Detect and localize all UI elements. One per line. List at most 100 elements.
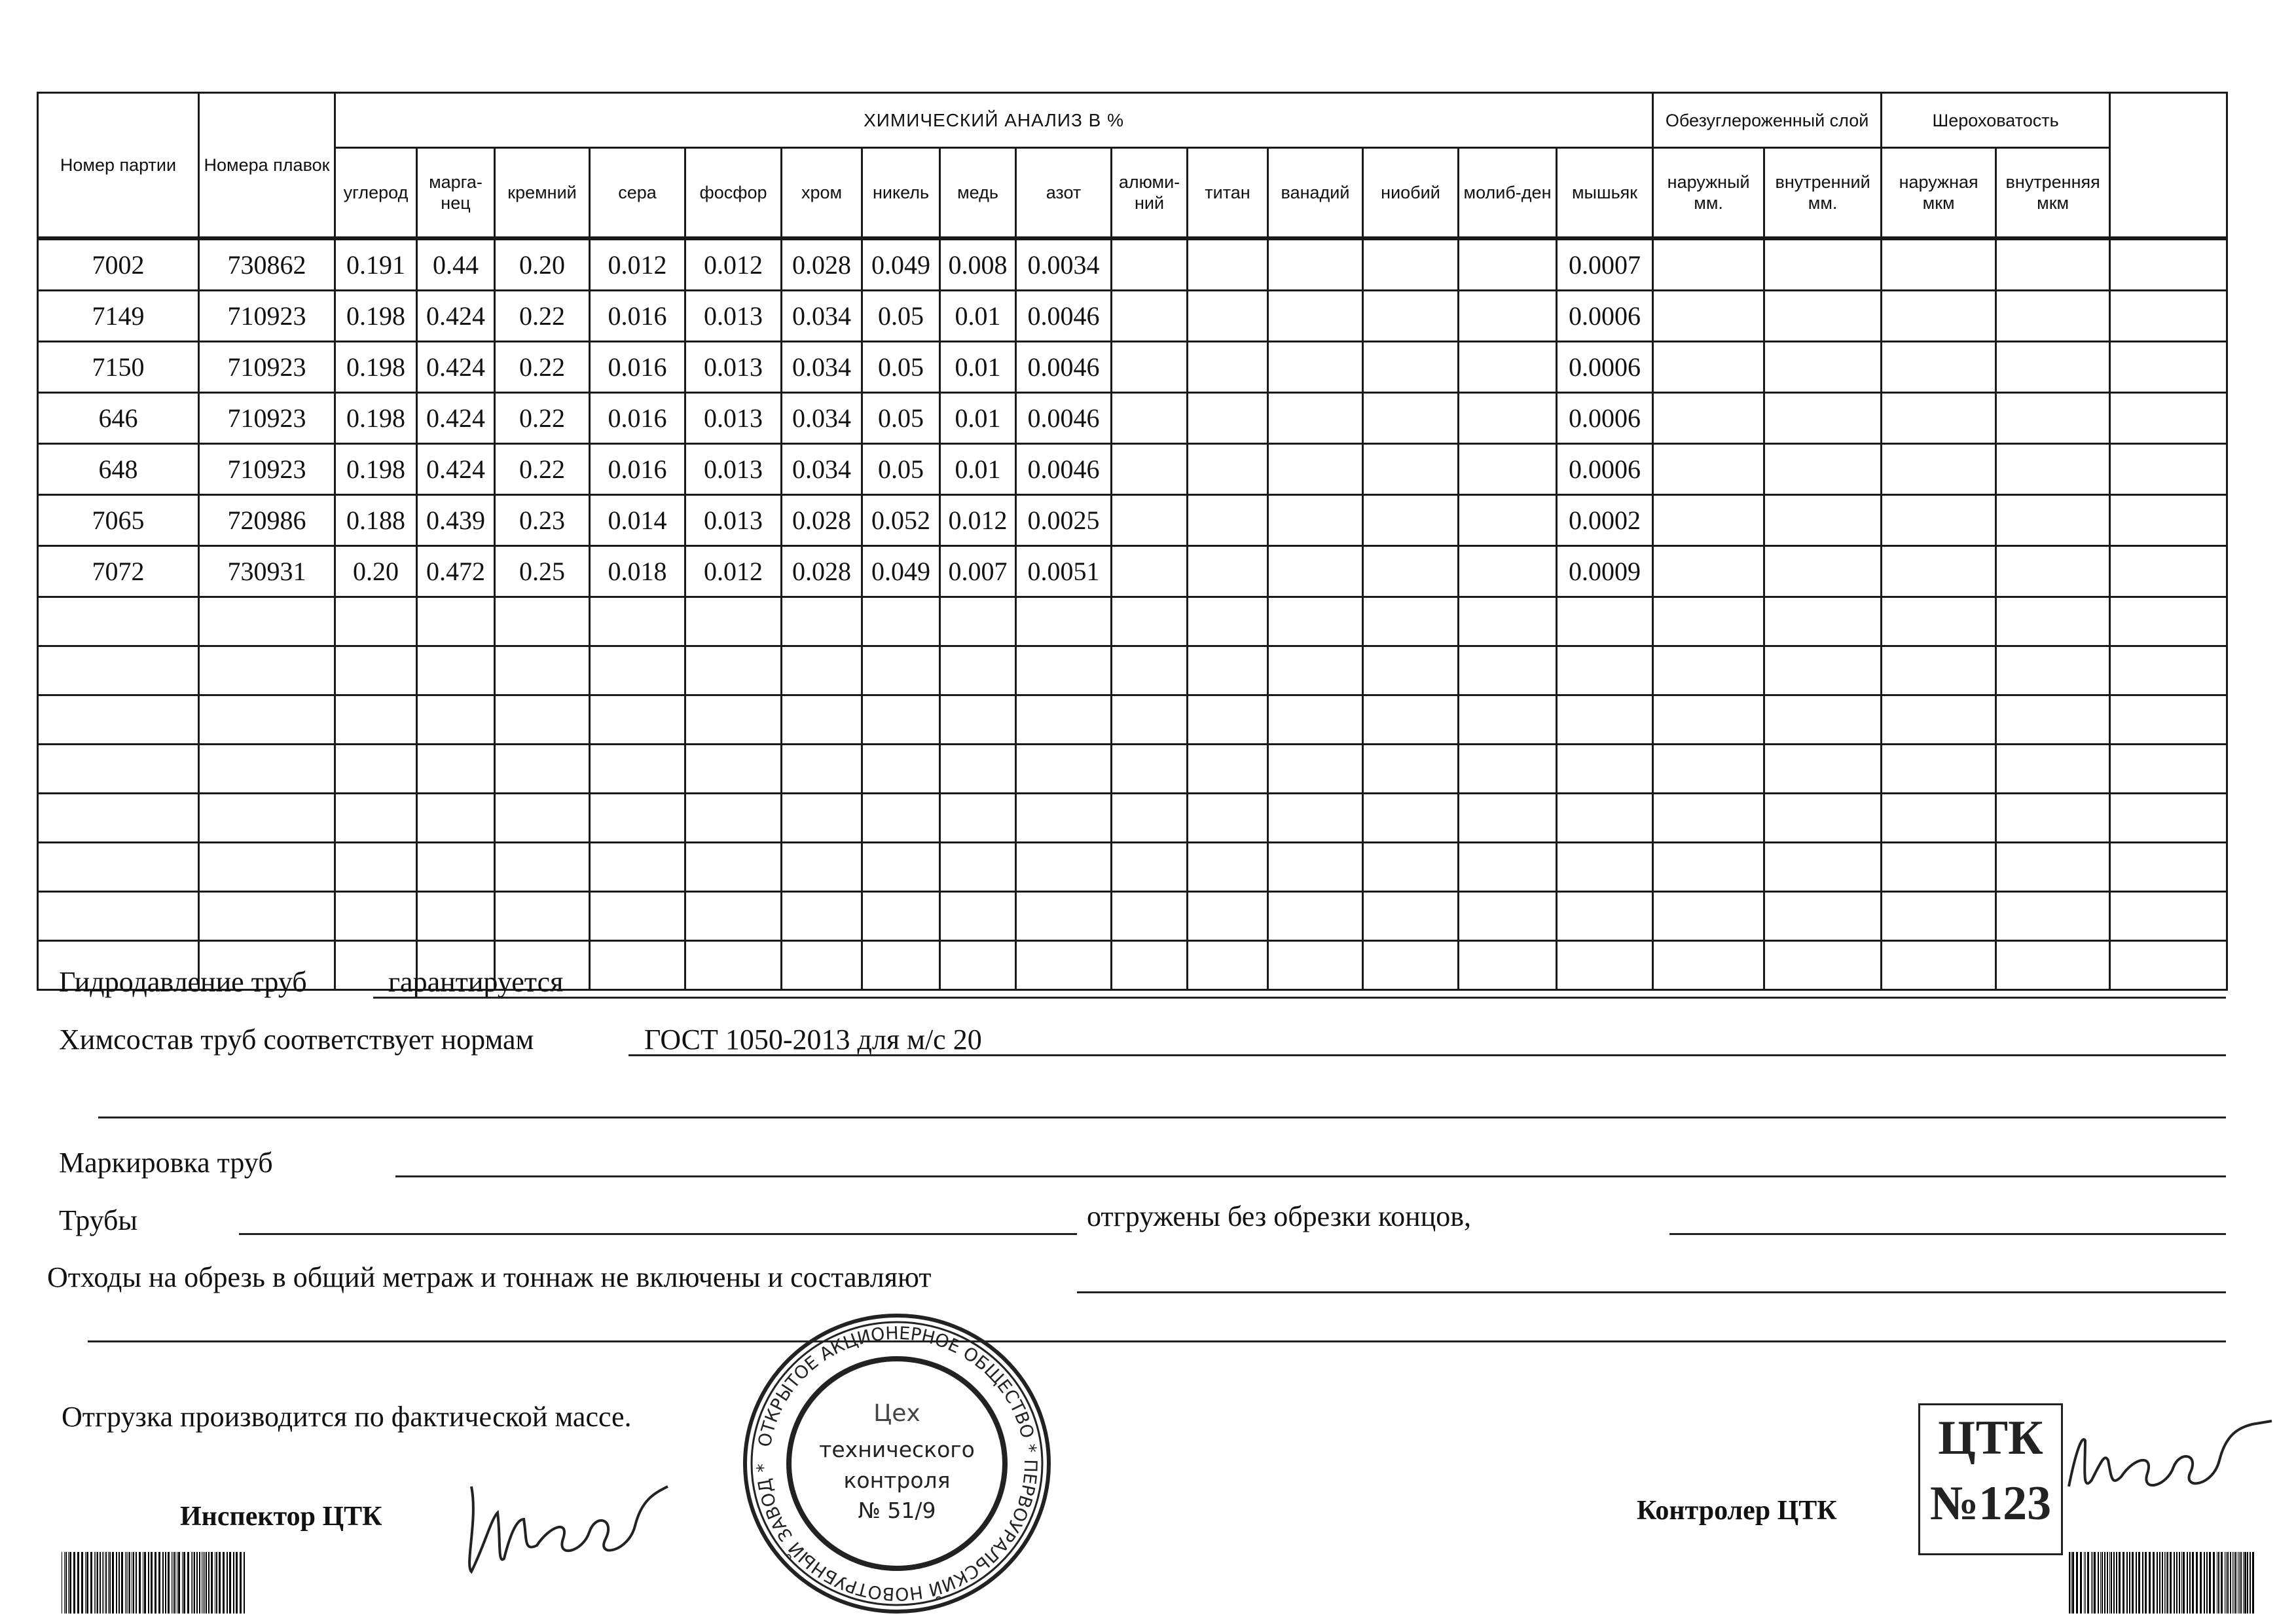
chem-value: 0.0006: [1555, 289, 1654, 342]
empty-cell: [2109, 939, 2229, 991]
empty-cell: [1763, 391, 1883, 445]
header-chem-0: углерод: [334, 147, 418, 240]
chem-value: [1362, 340, 1459, 394]
barcode-bar: [2119, 1552, 2121, 1614]
empty-cell: [939, 792, 1017, 843]
blank-line: [98, 1116, 2226, 1118]
barcode-bar: [2126, 1552, 2128, 1614]
chem-value: [1362, 289, 1459, 342]
chem-value: 0.424: [416, 340, 496, 394]
empty-cell: [494, 743, 591, 794]
header-melt-numbers: Номера плавок: [198, 92, 336, 240]
empty-cell: [1763, 939, 1883, 991]
empty-cell: [2109, 493, 2229, 547]
barcode-bar: [194, 1552, 195, 1614]
barcode-bar: [2129, 1552, 2130, 1614]
empty-cell: [1110, 644, 1188, 696]
empty-cell: [1267, 939, 1364, 991]
chem-value: 0.013: [684, 391, 782, 445]
chem-value: 0.013: [684, 493, 782, 547]
empty-cell: [684, 743, 782, 794]
empty-cell: [1186, 939, 1269, 991]
party-number: 646: [37, 391, 200, 445]
empty-cell: [1652, 792, 1766, 843]
empty-row: [37, 890, 2229, 942]
empty-cell: [1652, 644, 1766, 696]
chem-value: 0.034: [780, 442, 863, 496]
empty-cell: [198, 644, 336, 696]
empty-cell: [1652, 595, 1766, 647]
party-number: 7002: [37, 237, 200, 291]
empty-cell: [198, 841, 336, 893]
empty-cell: [1763, 493, 1883, 547]
barcode-bar: [208, 1552, 210, 1614]
chem-value: 0.05: [861, 340, 941, 394]
svg-text:ОТКРЫТОЕ АКЦИОНЕРНОЕ ОБЩЕСТВО: ОТКРЫТОЕ АКЦИОНЕРНОЕ ОБЩЕСТВО * ПЕРВОУРА…: [754, 1323, 1040, 1604]
empty-cell: [684, 939, 782, 991]
chem-value: [1186, 391, 1269, 445]
empty-cell: [939, 841, 1017, 893]
seal-line-1: Цех: [873, 1400, 920, 1427]
empty-cell: [1555, 693, 1654, 745]
shipped-underline: [1669, 1233, 2226, 1235]
empty-cell: [416, 890, 496, 942]
empty-cell: [780, 595, 863, 647]
empty-cell: [780, 693, 863, 745]
barcode-bar: [2149, 1552, 2151, 1614]
empty-cell: [1362, 743, 1459, 794]
header-chem-6: никель: [861, 147, 941, 240]
barcode-bar: [90, 1552, 92, 1614]
chem-value: 0.016: [589, 391, 686, 445]
barcode-bar: [2100, 1552, 2101, 1614]
chem-value: [1186, 544, 1269, 598]
barcode-bar: [2132, 1552, 2134, 1614]
empty-cell: [1995, 743, 2111, 794]
chem-value: [1267, 391, 1364, 445]
header-chem-4: фосфор: [684, 147, 782, 240]
empty-cell: [939, 939, 1017, 991]
empty-cell: [494, 644, 591, 696]
empty-cell: [334, 693, 418, 745]
chem-value: 0.008: [939, 237, 1017, 291]
empty-cell: [494, 841, 591, 893]
empty-cell: [1555, 595, 1654, 647]
seal-line-2: технического: [819, 1437, 975, 1462]
barcode-bar: [2113, 1552, 2115, 1614]
empty-cell: [1362, 644, 1459, 696]
empty-cell: [1995, 792, 2111, 843]
melt-number: 710923: [198, 340, 336, 394]
empty-cell: [1880, 442, 1997, 496]
empty-cell: [37, 890, 200, 942]
barcode-bar: [2145, 1552, 2147, 1614]
chem-value: 0.049: [861, 544, 941, 598]
chem-value: [1267, 289, 1364, 342]
melt-number: 710923: [198, 289, 336, 342]
empty-cell: [1995, 493, 2111, 547]
barcode-bar: [233, 1552, 234, 1614]
chem-value: 0.22: [494, 442, 591, 496]
header-decarburized-layer: Обезуглероженный слой: [1652, 92, 1883, 149]
chem-value: [1362, 493, 1459, 547]
empty-cell: [684, 890, 782, 942]
chem-value: [1110, 237, 1188, 291]
empty-cell: [334, 939, 418, 991]
empty-cell: [1457, 890, 1558, 942]
chem-value: 0.028: [780, 493, 863, 547]
chem-value: 0.0046: [1015, 391, 1112, 445]
empty-cell: [2109, 595, 2229, 647]
header-roughness: Шероховатость: [1880, 92, 2111, 149]
table-row: 7065 720986 0.188 0.439 0.23 0.014 0.013 0.028 0…: [37, 493, 2229, 547]
barcode-bar: [2174, 1552, 2175, 1614]
empty-cell: [1186, 743, 1269, 794]
barcode-bar: [2084, 1552, 2085, 1614]
inspector-label: Инспектор ЦТК: [180, 1502, 382, 1532]
empty-cell: [939, 644, 1017, 696]
barcode-bar: [103, 1552, 104, 1614]
empty-cell: [416, 595, 496, 647]
empty-cell: [1652, 391, 1766, 445]
chem-value: [1110, 289, 1188, 342]
header-chem-8: азот: [1015, 147, 1112, 240]
empty-cell: [1652, 237, 1766, 291]
empty-cell: [861, 841, 941, 893]
chem-value: 0.22: [494, 340, 591, 394]
